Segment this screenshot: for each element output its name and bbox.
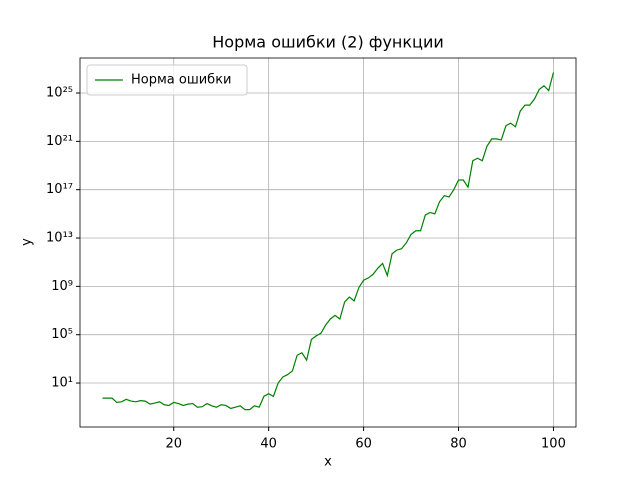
y-tick-label: 10⁵: [51, 327, 73, 342]
legend-label: Норма ошибки: [131, 73, 232, 88]
x-tick-label: 20: [165, 437, 182, 452]
chart-title: Норма ошибки (2) функции: [212, 33, 444, 52]
x-tick-label: 100: [541, 437, 566, 452]
data-line: [102, 72, 555, 411]
legend-box: [86, 64, 248, 96]
y-tick-label: 10²¹: [46, 134, 73, 149]
x-tick-label: 80: [450, 437, 467, 452]
x-tick-label: 40: [260, 437, 277, 452]
y-tick-label: 10¹³: [46, 231, 73, 246]
x-tick-label: 60: [355, 437, 372, 452]
y-tick-label: 10¹⁷: [46, 182, 73, 197]
plot-frame: [79, 57, 577, 428]
y-tick-label: 10⁹: [51, 279, 73, 294]
x-axis-label: x: [324, 455, 332, 470]
y-axis-label: y: [20, 238, 35, 246]
y-tick-label: 10¹: [51, 376, 73, 391]
y-tick-label: 10²⁵: [46, 86, 73, 101]
